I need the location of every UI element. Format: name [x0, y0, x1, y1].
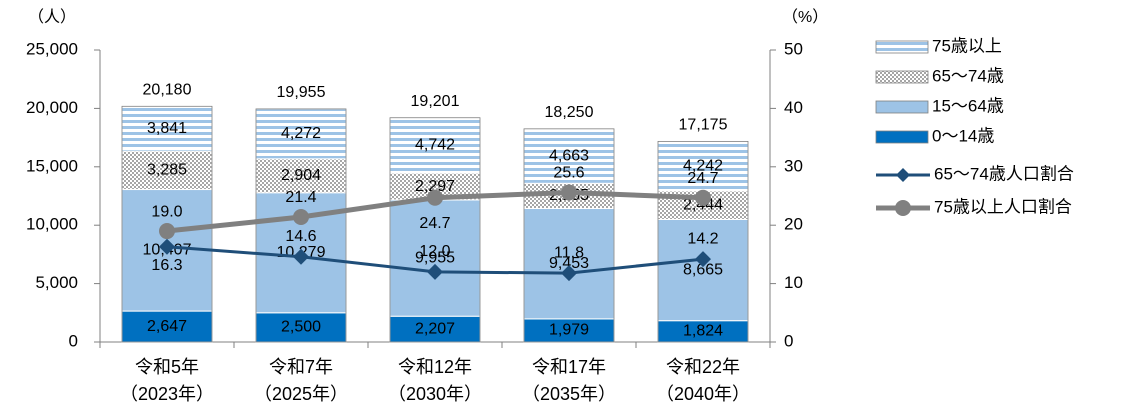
bar-value-label: 8,665 — [683, 261, 723, 278]
legend-swatch — [875, 70, 929, 84]
bar-value-label: 4,272 — [281, 125, 321, 142]
legend-swatch — [875, 100, 929, 114]
y2-tick-label: 40 — [784, 98, 803, 117]
y-tick-label: 10,000 — [26, 215, 78, 234]
bar-value-label: 4,242 — [683, 157, 723, 174]
legend-marker — [896, 168, 910, 182]
y2-tick-label: 10 — [784, 273, 803, 292]
bar-segment — [389, 117, 481, 174]
legend-label: 65〜74歳人口割合 — [934, 164, 1074, 183]
line-value-label: 21.4 — [285, 189, 316, 206]
bar-value-label: 2,297 — [415, 178, 455, 195]
y2-tick-label: 0 — [784, 331, 793, 350]
y2-tick-label: 20 — [784, 215, 803, 234]
bar-value-label: 3,841 — [147, 120, 187, 137]
line-value-label: 24.7 — [687, 170, 718, 187]
x-tick-label: 令和22年 — [666, 357, 740, 377]
line-value-label: 14.6 — [285, 228, 316, 245]
bar-value-label: 9,955 — [415, 249, 455, 266]
line-marker — [695, 189, 711, 206]
bar-outline — [255, 108, 347, 343]
bar-value-label: 4,742 — [415, 137, 455, 154]
bar-value-label: 3,285 — [147, 162, 187, 179]
legend-marker — [895, 200, 911, 216]
line-value-label: 16.3 — [151, 257, 182, 274]
total-label: 18,250 — [545, 104, 594, 121]
bar-value-label: 2,207 — [415, 320, 455, 337]
bar-value-label: 1,824 — [683, 323, 723, 340]
legend-label: 75歳以上 — [932, 36, 1002, 55]
total-label: 19,201 — [411, 93, 460, 110]
x-tick-label: （2035年） — [522, 384, 616, 404]
total-label: 17,175 — [679, 117, 728, 134]
line-marker — [293, 209, 309, 226]
bar-segment — [255, 158, 347, 194]
line-marker — [427, 263, 443, 280]
y-unit: （人） — [28, 8, 76, 26]
legend-label: 65〜74歳 — [932, 66, 1004, 85]
line-value-label: 19.0 — [151, 203, 182, 220]
line-marker — [561, 265, 577, 282]
y-tick-label: 25,000 — [26, 39, 78, 58]
legend-label: 15〜64歳 — [932, 96, 1004, 115]
bar-outline — [389, 117, 481, 343]
legend-label: 0〜14歳 — [932, 126, 994, 145]
x-tick-label: 令和5年 — [135, 357, 199, 377]
bar-value-label: 2,904 — [281, 167, 321, 184]
line-marker — [695, 251, 711, 268]
y-tick-label: 20,000 — [26, 98, 78, 117]
x-tick-label: （2030年） — [388, 384, 482, 404]
bar-value-label: 1,979 — [549, 322, 589, 339]
bar-value-label: 2,500 — [281, 319, 321, 336]
bar-value-label: 2,647 — [147, 318, 187, 335]
x-tick-label: 令和17年 — [532, 357, 606, 377]
total-label: 19,955 — [277, 84, 326, 101]
line-value-label: 11.8 — [554, 244, 584, 261]
legend-label: 75歳以上人口割合 — [934, 197, 1072, 216]
y-tick-label: 15,000 — [26, 156, 78, 175]
x-tick-label: （2040年） — [656, 384, 750, 404]
line-value-label: 12.0 — [419, 243, 450, 260]
line-marker — [159, 223, 175, 240]
y2-tick-label: 50 — [784, 39, 803, 58]
y2-unit: （%） — [782, 8, 828, 26]
bar-segment — [255, 108, 347, 160]
x-tick-label: 令和12年 — [398, 357, 472, 377]
bar-value-label: 4,663 — [549, 147, 589, 164]
bar-segment — [523, 128, 615, 184]
x-tick-label: 令和7年 — [269, 357, 333, 377]
line-value-label: 25.6 — [553, 165, 584, 182]
y-tick-label: 0 — [69, 331, 78, 350]
bar-value-label: 9,453 — [549, 255, 589, 272]
legend-swatch — [875, 130, 929, 144]
bar-outline — [657, 140, 749, 343]
bar-segment — [523, 207, 615, 320]
line-value-label: 24.7 — [419, 215, 450, 232]
bar-outline — [523, 128, 615, 343]
line-value-label: 14.2 — [687, 230, 718, 247]
line-marker — [159, 238, 175, 255]
x-tick-label: （2023年） — [120, 384, 214, 404]
total-label: 20,180 — [143, 82, 192, 99]
line-marker — [293, 248, 309, 265]
x-tick-label: （2025年） — [254, 384, 348, 404]
legend-swatch — [875, 40, 929, 54]
bar-segment — [657, 218, 749, 322]
bar-segment — [389, 199, 481, 317]
line-marker — [561, 184, 577, 201]
y2-tick-label: 30 — [784, 156, 803, 175]
line-marker — [427, 189, 443, 206]
y-tick-label: 5,000 — [35, 273, 78, 292]
